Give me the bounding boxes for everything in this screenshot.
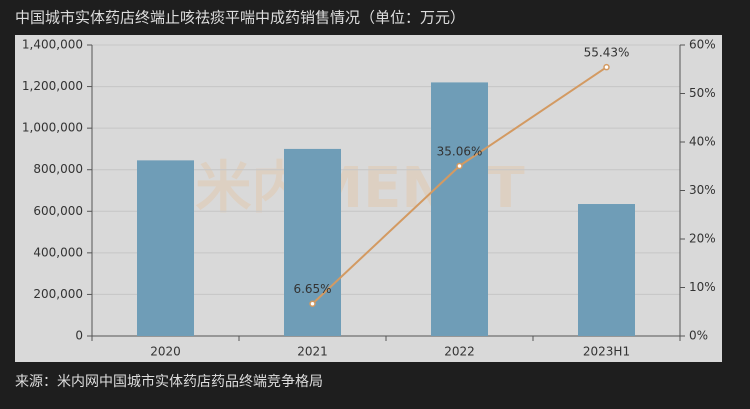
bar — [431, 82, 488, 337]
y-tick-label: 0 — [75, 329, 83, 343]
y2-tick-label: 30% — [689, 183, 716, 197]
y2-tick-label: 60% — [689, 38, 716, 52]
line-point — [603, 63, 610, 71]
y2-tick-label: 40% — [689, 135, 716, 149]
x-tick-label: 2022 — [444, 345, 475, 359]
data-label: 55.43% — [584, 46, 630, 60]
y-tick-label: 1,200,000 — [22, 79, 83, 93]
x-tick-label: 2021 — [297, 345, 328, 359]
x-tick-label: 2023H1 — [583, 345, 630, 359]
line-point — [309, 300, 316, 307]
y-tick-label: 1,400,000 — [22, 38, 83, 52]
bar — [284, 148, 341, 336]
data-label: 6.65% — [293, 282, 331, 296]
bar — [137, 160, 194, 336]
bar — [578, 204, 635, 336]
line-point — [456, 162, 463, 170]
data-label: 35.06% — [437, 144, 483, 158]
y-tick-label: 800,000 — [33, 162, 83, 176]
y2-tick-label: 20% — [689, 232, 716, 246]
x-tick-label: 2020 — [150, 345, 181, 359]
source-note: 来源：米内网中国城市实体药店药品终端竞争格局 — [15, 373, 323, 390]
chart-title: 中国城市实体药店终端止咳祛痰平喘中成药销售情况（单位：万元） — [15, 9, 465, 27]
y2-tick-label: 0% — [689, 329, 708, 343]
y2-tick-label: 50% — [689, 86, 716, 100]
y-tick-label: 200,000 — [33, 287, 83, 301]
y-tick-label: 1,000,000 — [22, 121, 83, 135]
y-tick-label: 600,000 — [33, 204, 83, 218]
y-tick-label: 400,000 — [33, 245, 83, 259]
y2-tick-label: 10% — [689, 280, 716, 294]
